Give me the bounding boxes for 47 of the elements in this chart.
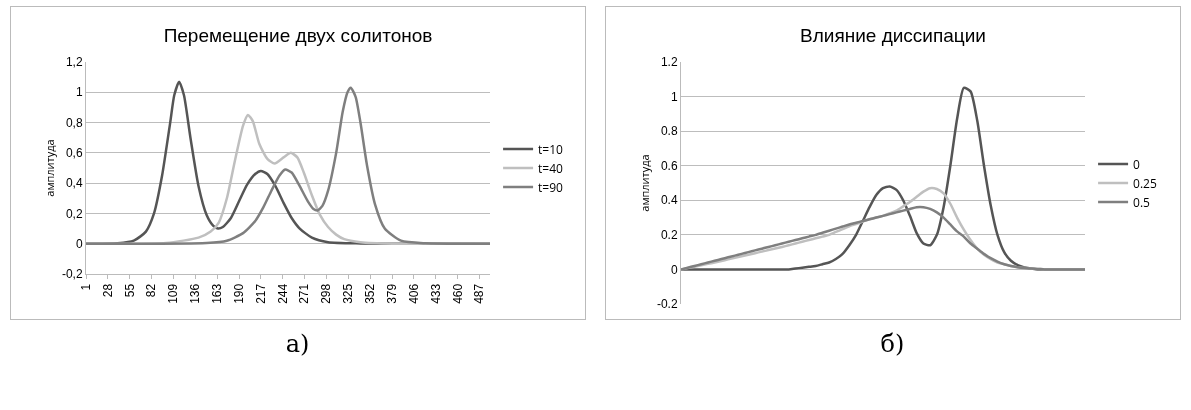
chart-title: Перемещение двух солитонов	[163, 25, 433, 47]
y-tick-label: 1	[670, 89, 678, 104]
y-tick-label: 0	[75, 236, 83, 251]
y-axis-title: амплитуда	[637, 154, 652, 212]
chart-title: Влияние диссипации	[800, 25, 986, 47]
x-tick-label: 82	[144, 283, 159, 298]
x-tick-label: 352	[363, 283, 378, 304]
legend-label: 0.25	[1133, 174, 1157, 192]
y-tick-label: 1.2	[660, 55, 678, 70]
y-tick-label: 0,4	[65, 176, 83, 191]
x-tick-label: 136	[188, 283, 203, 304]
text: а)	[284, 330, 311, 358]
legend-label: 0.5	[1133, 193, 1151, 211]
x-tick-label: 190	[231, 283, 246, 304]
line-series	[681, 205, 1085, 271]
y-tick-label: 0,6	[65, 146, 83, 161]
y-tick-label: 1,2	[65, 55, 83, 70]
legend-label: t=40	[538, 159, 564, 177]
x-tick-label: 163	[210, 283, 225, 304]
y-tick-label: 1	[75, 85, 83, 100]
x-tick-label: 55	[122, 283, 137, 298]
y-tick-label: 0.2	[660, 228, 678, 243]
legend-label: t=90	[538, 178, 564, 196]
text: б)	[879, 330, 906, 358]
x-tick-label: 325	[341, 283, 356, 304]
x-tick-label: 217	[253, 283, 268, 304]
x-tick-label: 244	[275, 283, 290, 304]
y-tick-label: -0,2	[61, 267, 83, 282]
y-tick-label: 0,2	[65, 206, 83, 221]
y-tick-label: 0.8	[660, 124, 678, 139]
x-tick-label: 298	[319, 283, 334, 304]
y-tick-label: 0.4	[660, 193, 678, 208]
y-tick-label: 0	[670, 262, 678, 277]
legend-label: 0	[1133, 155, 1141, 173]
x-tick-label: 379	[384, 283, 399, 304]
x-tick-label: 271	[297, 283, 312, 304]
x-tick-label: 406	[406, 283, 421, 304]
legend-label: t=10	[538, 140, 564, 158]
x-tick-label: 460	[450, 283, 465, 304]
x-tick-label: 487	[472, 283, 487, 304]
y-tick-label: 0.6	[660, 158, 678, 173]
x-tick-label: 28	[100, 283, 115, 298]
y-axis-title: амплитуда	[42, 139, 57, 197]
x-tick-label: 109	[166, 283, 181, 304]
x-tick-label: 433	[428, 283, 443, 304]
y-tick-label: 0,8	[65, 115, 83, 130]
y-tick-label: -0.2	[656, 297, 678, 312]
